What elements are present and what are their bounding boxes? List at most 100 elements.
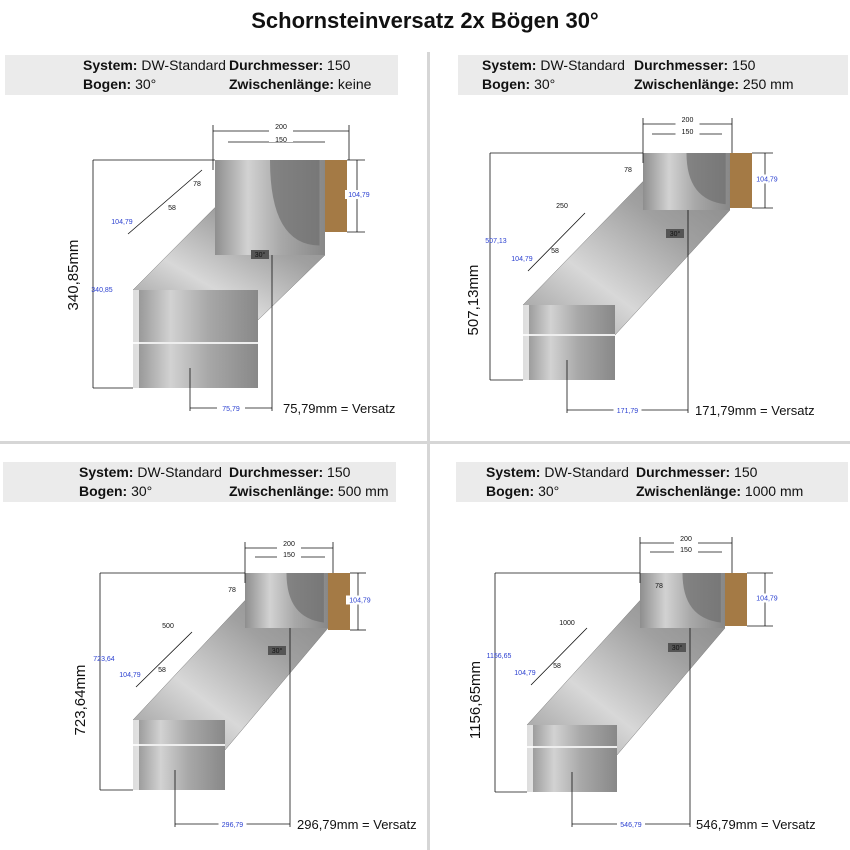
offset-diagram-1 — [132, 160, 347, 388]
dimension-58-label: 58 — [553, 663, 561, 670]
insulation-layer — [730, 153, 752, 208]
diagonal-dimension-line — [527, 212, 586, 272]
offset-small-label: 75,79 — [222, 406, 240, 413]
angle-label: 30° — [670, 230, 681, 238]
dimension-78-label: 78 — [228, 587, 236, 594]
height-label: 723,64mm — [72, 665, 89, 736]
angle-label: 30° — [272, 647, 283, 655]
width-outer-label: 200 — [680, 536, 692, 543]
label-backdrop — [217, 403, 245, 412]
bogen-value: 30° — [534, 76, 556, 92]
pipe-highlight — [133, 290, 139, 388]
label-backdrop — [269, 124, 293, 142]
info-box-2: System: DW-Standard Bogen: 30° Durchmess… — [458, 55, 848, 95]
zwischenlaenge-value: keine — [337, 76, 372, 92]
dimension-78-label: 78 — [655, 583, 663, 590]
angle-label: 30° — [672, 644, 683, 652]
width-outer-label: 200 — [275, 124, 287, 131]
pipe-cutaway — [286, 573, 324, 623]
angle-label: 30° — [255, 251, 266, 259]
dimension-diagonal-label: 104,79 — [111, 219, 133, 226]
angle-badge — [268, 646, 286, 655]
insulation-height-label: 104,79 — [756, 177, 778, 184]
label-backdrop — [218, 819, 247, 828]
durchmesser-line: Durchmesser: 150 — [229, 57, 351, 73]
dimension-58-label: 58 — [158, 667, 166, 674]
bogen-line: Bogen: 30° — [486, 483, 560, 499]
width-inner-label: 150 — [682, 129, 694, 136]
label-backdrop — [753, 593, 777, 603]
zwischenlaenge-value: 500 mm — [337, 483, 389, 499]
label-backdrop — [617, 819, 645, 828]
zwischenlaenge-line: Zwischenlänge: 1000 mm — [636, 483, 804, 499]
durchmesser-line: Durchmesser: 150 — [229, 464, 351, 480]
system-line: System: DW-Standard — [79, 464, 222, 480]
height-small-label: 1156,65 — [487, 653, 512, 660]
zwischenlaenge-value: 1000 mm — [744, 483, 804, 499]
width-outer-label: 200 — [682, 117, 694, 124]
offset-diagram-4 — [526, 573, 747, 792]
label-backdrop — [753, 174, 777, 184]
width-outer-label: 200 — [283, 541, 295, 548]
height-label: 507,13mm — [465, 265, 482, 336]
intermediate-length-label: 1000 — [559, 620, 575, 627]
height-label: 1156,65mm — [467, 661, 484, 739]
page-title: Schornsteinversatz 2x Bögen 30° — [251, 8, 599, 33]
durchmesser-value: 150 — [327, 464, 351, 480]
durchmesser-value: 150 — [327, 57, 351, 73]
width-inner-label: 150 — [680, 547, 692, 554]
system-line: System: DW-Standard — [486, 464, 629, 480]
durchmesser-value: 150 — [732, 57, 756, 73]
angle-badge — [251, 250, 269, 259]
vertical-divider — [427, 52, 430, 850]
offset-label: 171,79mm = Versatz — [695, 403, 815, 418]
bottom-pipe-section — [523, 305, 615, 380]
height-label: 340,85mm — [65, 240, 82, 311]
offset-diagram-3 — [132, 573, 350, 790]
dimension-78-label: 78 — [624, 167, 632, 174]
pipe-cutaway — [270, 160, 320, 246]
system-value: DW-Standard — [137, 464, 222, 480]
label-backdrop — [277, 541, 301, 559]
info-box-4: System: DW-Standard Bogen: 30° Durchmess… — [456, 462, 848, 502]
pipe-highlight — [133, 720, 139, 790]
pipe-highlight — [527, 725, 533, 792]
label-backdrop — [345, 190, 369, 199]
width-inner-label: 150 — [275, 137, 287, 144]
bogen-line: Bogen: 30° — [482, 76, 556, 92]
info-box-1: System: DW-Standard Bogen: 30° Durchmess… — [5, 55, 398, 95]
angle-badge — [666, 229, 684, 238]
system-line: System: DW-Standard — [482, 57, 625, 73]
zwischenlaenge-line: Zwischenlänge: keine — [229, 76, 372, 92]
system-line: System: DW-Standard — [83, 57, 226, 73]
bogen-line: Bogen: 30° — [83, 76, 157, 92]
pipe-highlight — [523, 305, 529, 380]
info-box-3: System: DW-Standard Bogen: 30° Durchmess… — [3, 462, 396, 502]
label-backdrop — [346, 595, 370, 605]
durchmesser-value: 150 — [734, 464, 758, 480]
durchmesser-line: Durchmesser: 150 — [634, 57, 756, 73]
intermediate-length-label: 250 — [556, 203, 568, 210]
dimension-diagonal-label: 104,79 — [514, 670, 536, 677]
insulation-layer — [328, 573, 350, 630]
label-backdrop — [613, 405, 642, 414]
dimension-58-label: 58 — [551, 248, 559, 255]
durchmesser-line: Durchmesser: 150 — [636, 464, 758, 480]
offset-small-label: 296,79 — [222, 822, 244, 829]
zwischenlaenge-line: Zwischenlänge: 500 mm — [229, 483, 389, 499]
offset-small-label: 171,79 — [617, 408, 639, 415]
bottom-pipe-section — [133, 720, 225, 790]
angle-badge — [668, 643, 686, 652]
width-inner-label: 150 — [283, 552, 295, 559]
insulation-layer — [325, 160, 347, 232]
offset-label: 75,79mm = Versatz — [283, 401, 395, 416]
bogen-value: 30° — [538, 483, 560, 499]
horizontal-divider — [0, 441, 850, 444]
offset-small-label: 546,79 — [620, 822, 642, 829]
dimension-diagonal-label: 104,79 — [511, 256, 533, 263]
system-value: DW-Standard — [540, 57, 625, 73]
offset-label: 546,79mm = Versatz — [696, 817, 816, 832]
system-value: DW-Standard — [141, 57, 226, 73]
zwischenlaenge-value: 250 mm — [742, 76, 794, 92]
